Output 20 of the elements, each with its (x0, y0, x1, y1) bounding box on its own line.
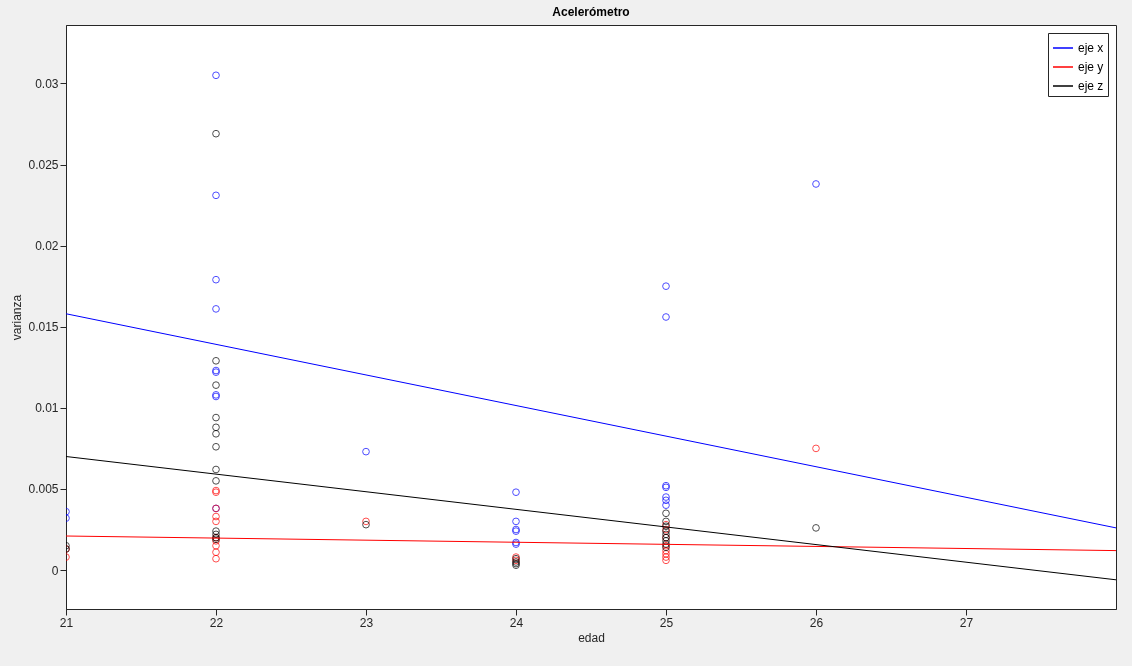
x-tick-label: 24 (509, 615, 524, 630)
legend-label: eje y (1078, 60, 1104, 74)
x-tick-label: 21 (59, 615, 74, 630)
chart-title: Acelerómetro (552, 5, 630, 19)
x-tick-label: 26 (809, 615, 824, 630)
y-tick-label: 0.02 (35, 239, 59, 254)
x-tick-label: 25 (659, 615, 674, 630)
y-tick-label: 0.025 (28, 158, 59, 173)
x-axis-title: edad (578, 630, 605, 645)
x-tick-label: 22 (209, 615, 224, 630)
y-tick-label: 0.01 (35, 401, 59, 416)
x-tick-label: 27 (959, 615, 974, 630)
y-axis-title: varianza (10, 294, 25, 341)
y-tick-label: 0.03 (35, 76, 59, 91)
y-tick-label: 0.005 (28, 482, 59, 497)
y-tick-label: 0.015 (28, 320, 59, 335)
legend-label: eje x (1078, 41, 1104, 55)
legend-label: eje z (1078, 79, 1104, 93)
x-tick-label: 23 (359, 615, 374, 630)
y-tick-label: 0 (51, 563, 59, 578)
